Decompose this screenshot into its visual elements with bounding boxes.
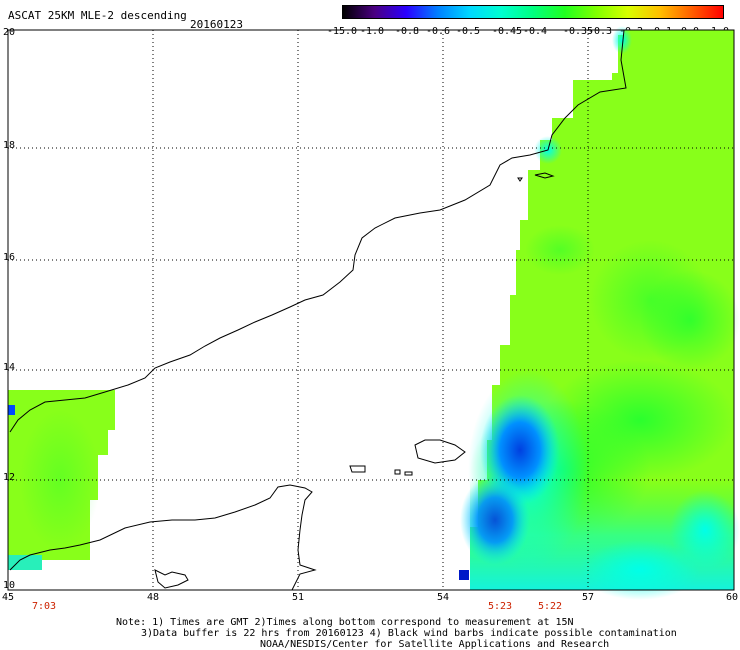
lon-label: 48: [146, 592, 160, 603]
color-scale-label: -0.8: [394, 26, 420, 37]
lat-label: 14: [3, 362, 16, 373]
footer-note-2: 3)Data buffer is 22 hrs from 20160123 4)…: [141, 628, 677, 639]
color-scale-label: -0.45: [491, 26, 523, 37]
coastline: [9, 29, 627, 591]
color-scale-label: -1.0: [359, 26, 385, 37]
color-scale-label: -0.4: [522, 26, 548, 37]
lon-label: 45: [1, 592, 15, 603]
color-scale-bar: [342, 5, 724, 19]
lat-label: 12: [3, 472, 16, 483]
pass-time: 5:23: [487, 601, 513, 612]
color-scale-label: -0.35: [562, 26, 594, 37]
color-scale-label: -15.0: [326, 26, 358, 37]
pass-time: 7:03: [31, 601, 57, 612]
lon-label: 57: [581, 592, 595, 603]
map-frame: [7, 29, 735, 591]
footer-credit: NOAA/NESDIS/Center for Satellite Applica…: [260, 639, 610, 650]
lat-label: 18: [3, 140, 16, 151]
map-title: ASCAT 25KM MLE-2 descending: [8, 9, 187, 22]
lon-label: 60: [725, 592, 739, 603]
lat-label: 10: [3, 580, 16, 591]
data-swath-east: [459, 26, 740, 600]
lat-lon-grid: [8, 30, 734, 590]
lon-label: 51: [291, 592, 305, 603]
pass-time: 5:22: [537, 601, 563, 612]
map-date: 20160123: [190, 18, 243, 31]
color-scale-label: -0.6: [425, 26, 451, 37]
color-scale-label: -0.3: [587, 26, 613, 37]
lat-label: 16: [3, 252, 16, 263]
lat-label: 20: [3, 27, 16, 38]
color-scale-label: -0.5: [455, 26, 481, 37]
lon-label: 54: [436, 592, 450, 603]
footer-note-1: Note: 1) Times are GMT 2)Times along bot…: [116, 617, 574, 628]
